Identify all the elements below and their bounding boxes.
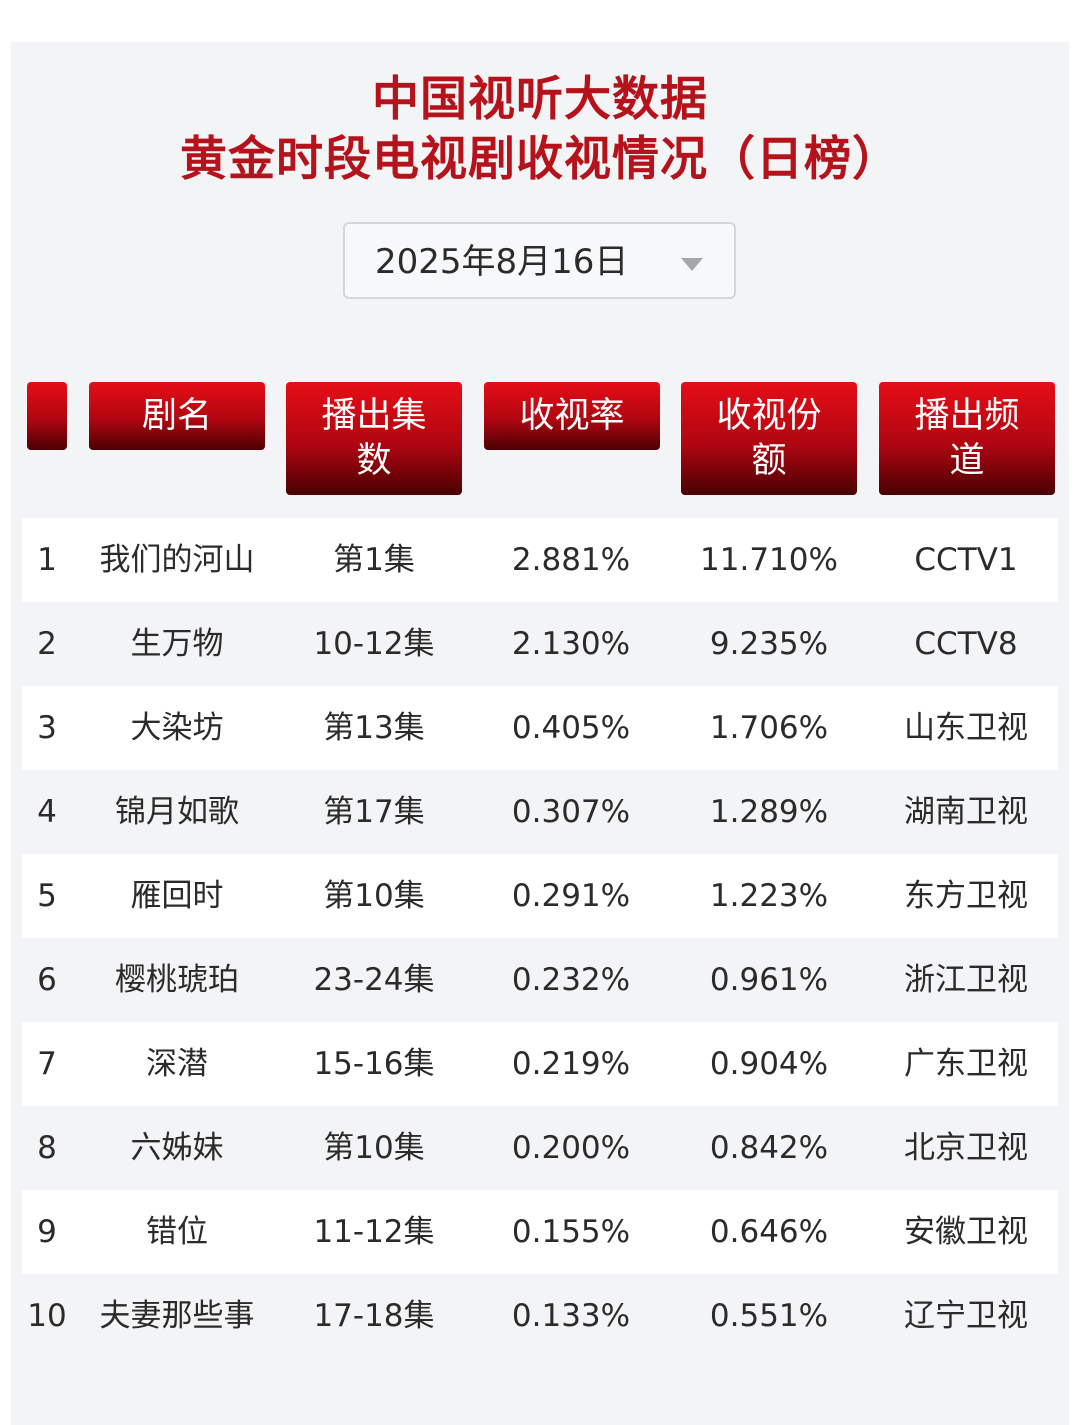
table-row: 5 雁回时 第10集 0.291% 1.223% 东方卫视 [22,854,1058,938]
triangle-down-icon [681,258,703,271]
channel-cell: CCTV1 [914,542,1018,578]
share-cell: 0.646% [709,1214,829,1250]
drama-name-cell: 锦月如歌 [115,794,239,830]
share-cell: 9.235% [709,626,829,662]
episodes-cell: 10-12集 [313,626,435,662]
table-row: 7 深潜 15-16集 0.219% 0.904% 广东卫视 [22,1022,1058,1106]
episodes-cell: 第13集 [323,710,425,746]
channel-cell: 广东卫视 [904,1046,1028,1082]
rank-cell: 6 [37,962,57,998]
header-channel-label-line2: 道 [949,440,985,481]
page-title-line2: 黄金时段电视剧收视情况（日榜） [180,132,900,187]
drama-name-cell: 错位 [146,1214,208,1250]
rating-cell: 0.291% [511,878,631,914]
date-selector[interactable]: 2025年8月16日 [343,222,736,299]
channel-cell: 浙江卫视 [904,962,1028,998]
page-title-line1: 中国视听大数据 [372,72,708,127]
drama-name-cell: 大染坊 [130,710,224,746]
episodes-cell: 第10集 [323,878,425,914]
episodes-cell: 第10集 [323,1130,425,1166]
rating-cell: 0.307% [511,794,631,830]
header-share-label-line2: 额 [751,440,787,481]
rank-cell: 4 [37,794,57,830]
rank-cell: 9 [37,1214,57,1250]
rank-cell: 2 [37,626,57,662]
channel-cell: CCTV8 [914,626,1018,662]
share-cell: 0.551% [709,1298,829,1334]
share-cell: 0.904% [709,1046,829,1082]
table-row: 6 樱桃琥珀 23-24集 0.232% 0.961% 浙江卫视 [22,938,1058,1022]
drama-name-cell: 生万物 [130,626,224,662]
rank-cell: 5 [37,878,57,914]
header-channel-label-line1: 播出频 [914,395,1020,436]
header-rating-label: 收视率 [519,395,625,436]
header-episodes: 播出集 数 [286,382,462,495]
table-row: 2 生万物 10-12集 2.130% 9.235% CCTV8 [22,602,1058,686]
drama-name-cell: 深潜 [146,1046,208,1082]
rating-cell: 0.155% [511,1214,631,1250]
date-selector-value: 2025年8月16日 [375,242,629,282]
rating-cell: 2.130% [511,626,631,662]
drama-name-cell: 我们的河山 [99,542,255,578]
share-cell: 1.223% [709,878,829,914]
table-row: 4 锦月如歌 第17集 0.307% 1.289% 湖南卫视 [22,770,1058,854]
channel-cell: 东方卫视 [904,878,1028,914]
drama-name-cell: 雁回时 [130,878,224,914]
rank-cell: 3 [37,710,57,746]
header-name: 剧名 [89,382,265,450]
channel-cell: 安徽卫视 [904,1214,1028,1250]
episodes-cell: 15-16集 [313,1046,435,1082]
header-share: 收视份 额 [681,382,857,495]
channel-cell: 北京卫视 [904,1130,1028,1166]
episodes-cell: 17-18集 [313,1298,435,1334]
header-rating: 收视率 [484,382,660,450]
channel-cell: 山东卫视 [904,710,1028,746]
rank-cell: 7 [37,1046,57,1082]
header-name-label: 剧名 [141,395,212,436]
rating-cell: 0.232% [511,962,631,998]
table-row: 8 六姊妹 第10集 0.200% 0.842% 北京卫视 [22,1106,1058,1190]
drama-name-cell: 夫妻那些事 [99,1298,255,1334]
table-row: 9 错位 11-12集 0.155% 0.646% 安徽卫视 [22,1190,1058,1274]
header-episodes-label-line2: 数 [356,440,392,481]
share-cell: 1.289% [709,794,829,830]
share-cell: 1.706% [709,710,829,746]
share-cell: 11.710% [700,542,838,578]
episodes-cell: 第1集 [333,542,415,578]
episodes-cell: 第17集 [323,794,425,830]
rank-cell: 8 [37,1130,57,1166]
drama-name-cell: 六姊妹 [130,1130,224,1166]
share-cell: 0.961% [709,962,829,998]
table-row: 3 大染坊 第13集 0.405% 1.706% 山东卫视 [22,686,1058,770]
table-row: 10 夫妻那些事 17-18集 0.133% 0.551% 辽宁卫视 [22,1274,1058,1358]
rating-cell: 0.405% [511,710,631,746]
header-channel: 播出频 道 [879,382,1055,495]
episodes-cell: 11-12集 [313,1214,435,1250]
header-share-label-line1: 收视份 [716,395,822,436]
rating-cell: 0.219% [511,1046,631,1082]
channel-cell: 湖南卫视 [904,794,1028,830]
rank-cell: 1 [37,542,57,578]
episodes-cell: 23-24集 [313,962,435,998]
header-rank [27,382,67,450]
share-cell: 0.842% [709,1130,829,1166]
table-row: 1 我们的河山 第1集 2.881% 11.710% CCTV1 [22,518,1058,602]
rank-cell: 10 [27,1298,67,1334]
rating-cell: 0.200% [511,1130,631,1166]
header-episodes-label-line1: 播出集 [321,395,427,436]
drama-name-cell: 樱桃琥珀 [115,962,239,998]
channel-cell: 辽宁卫视 [904,1298,1028,1334]
rating-cell: 0.133% [511,1298,631,1334]
rating-cell: 2.881% [511,542,631,578]
